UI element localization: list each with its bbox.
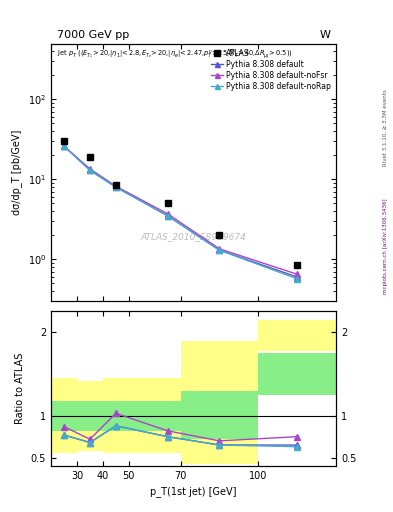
Pythia 8.308 default [62,143,66,149]
Text: 7000 GeV pp: 7000 GeV pp [57,30,129,39]
Line: Pythia 8.308 default: Pythia 8.308 default [61,143,300,280]
Pythia 8.308 default [217,247,222,253]
Legend: ATLAS, Pythia 8.308 default, Pythia 8.308 default-noFsr, Pythia 8.308 default-no: ATLAS, Pythia 8.308 default, Pythia 8.30… [210,47,332,92]
Pythia 8.308 default-noRap [88,167,92,173]
Line: ATLAS: ATLAS [61,138,300,268]
Pythia 8.308 default-noFsr [88,166,92,172]
Line: Pythia 8.308 default-noFsr: Pythia 8.308 default-noFsr [61,143,300,277]
Pythia 8.308 default [165,212,170,219]
Pythia 8.308 default-noRap [114,184,118,190]
Y-axis label: dσ/dp_T [pb/GeV]: dσ/dp_T [pb/GeV] [11,130,22,215]
Text: mcplots.cern.ch [arXiv:1306.3436]: mcplots.cern.ch [arXiv:1306.3436] [383,198,388,293]
Text: ATLAS_2010_S8919674: ATLAS_2010_S8919674 [141,232,246,241]
ATLAS [88,154,92,160]
Text: Rivet 3.1.10, ≥ 3.3M events: Rivet 3.1.10, ≥ 3.3M events [383,90,388,166]
Text: W: W [320,30,330,39]
Y-axis label: Ratio to ATLAS: Ratio to ATLAS [15,353,25,424]
Pythia 8.308 default-noRap [217,247,222,253]
Pythia 8.308 default-noRap [62,143,66,149]
Pythia 8.308 default-noFsr [114,183,118,189]
Pythia 8.308 default-noRap [165,212,170,219]
Line: Pythia 8.308 default-noRap: Pythia 8.308 default-noRap [61,143,300,282]
Pythia 8.308 default-noFsr [62,143,66,149]
Pythia 8.308 default-noRap [295,276,299,282]
ATLAS [114,182,118,188]
Pythia 8.308 default-noFsr [295,271,299,278]
Pythia 8.308 default [114,184,118,190]
Pythia 8.308 default-noFsr [165,211,170,217]
ATLAS [295,262,299,268]
Pythia 8.308 default-noFsr [217,246,222,252]
Pythia 8.308 default [295,274,299,280]
Pythia 8.308 default [88,167,92,173]
ATLAS [217,232,222,238]
X-axis label: p_T(1st jet) [GeV]: p_T(1st jet) [GeV] [150,486,237,497]
ATLAS [165,200,170,206]
Text: Jet $p_T$ (($E_{T_1}$$\!>$20,$|\eta_1|$$\!<$2.8,$E_{T_e}$$\!>$20,$|\eta_e|$$\!<$: Jet $p_T$ (($E_{T_1}$$\!>$20,$|\eta_1|$$… [57,49,292,61]
ATLAS [62,138,66,144]
